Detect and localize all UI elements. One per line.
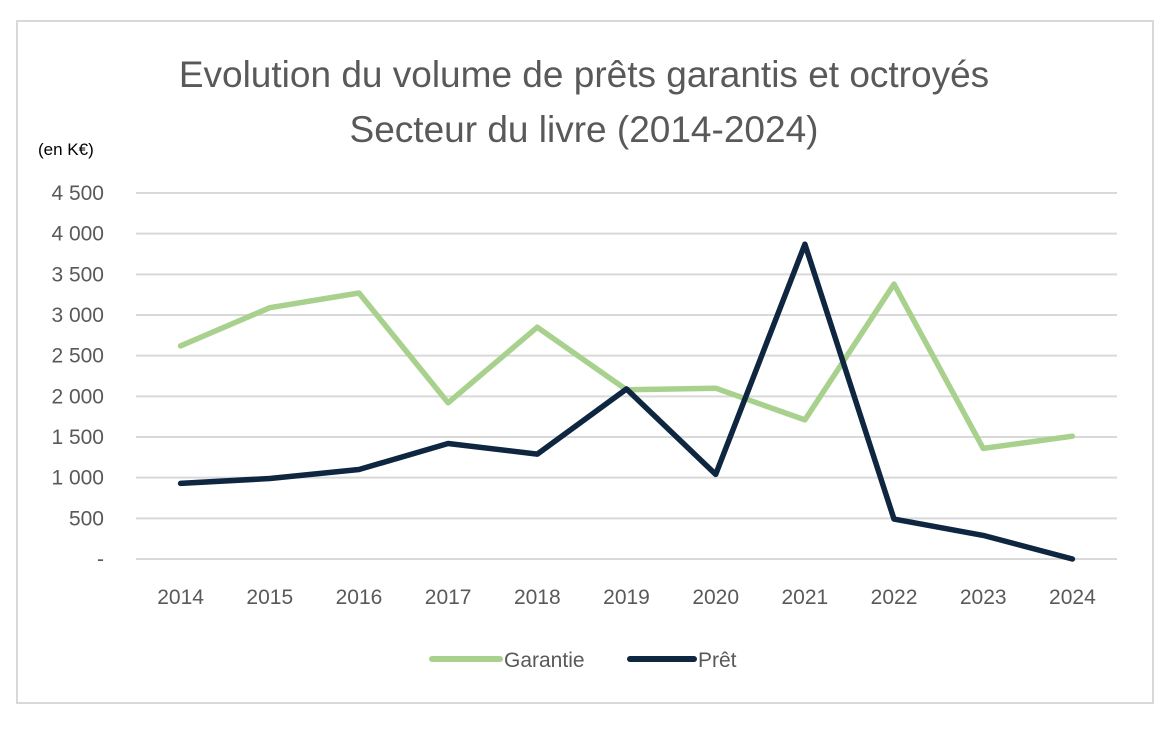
- y-tick-label: 3 000: [51, 304, 104, 327]
- chart-subtitle: Secteur du livre (2014-2024): [350, 109, 819, 150]
- series-line-pret: [177, 241, 1076, 562]
- x-tick-label: 2022: [871, 586, 918, 609]
- x-tick-label: 2018: [514, 586, 561, 609]
- legend-label: Garantie: [504, 649, 585, 672]
- y-tick-label: -: [97, 548, 104, 571]
- y-tick-label: 1 500: [51, 426, 104, 449]
- y-tick-label: 500: [69, 507, 104, 530]
- y-tick-label: 4 500: [51, 182, 104, 205]
- gridlines: [136, 192, 1117, 560]
- series-line-garantie: [177, 281, 1076, 452]
- series-lines: [177, 241, 1076, 562]
- x-tick-label: 2014: [157, 586, 204, 609]
- x-tick-label: 2015: [246, 586, 293, 609]
- chart-title: Evolution du volume de prêts garantis et…: [179, 54, 989, 95]
- legend: Garantie Prêt: [429, 649, 737, 672]
- x-tick-label: 2021: [782, 586, 829, 609]
- y-tick-label: 3 500: [51, 263, 104, 286]
- y-tick-label: 2 500: [51, 345, 104, 368]
- x-tick-label: 2024: [1049, 586, 1096, 609]
- y-tick-label: 1 000: [51, 467, 104, 490]
- y-unit-label: (en K€): [38, 140, 94, 159]
- y-axis-ticks: - 500 1 000 1 500 2 000 2 500 3 000 3 500 4 000 4…: [51, 182, 104, 571]
- x-axis-ticks: 2014 2015 2016 2017 2018 2019 2020 2021 2022 2023…: [157, 586, 1096, 609]
- x-tick-label: 2017: [425, 586, 472, 609]
- legend-label: Prêt: [698, 649, 737, 672]
- y-tick-label: 4 000: [51, 223, 104, 246]
- y-tick-label: 2 000: [51, 385, 104, 408]
- x-tick-label: 2023: [960, 586, 1007, 609]
- x-tick-label: 2019: [603, 586, 650, 609]
- x-tick-label: 2016: [336, 586, 383, 609]
- x-tick-label: 2020: [692, 586, 739, 609]
